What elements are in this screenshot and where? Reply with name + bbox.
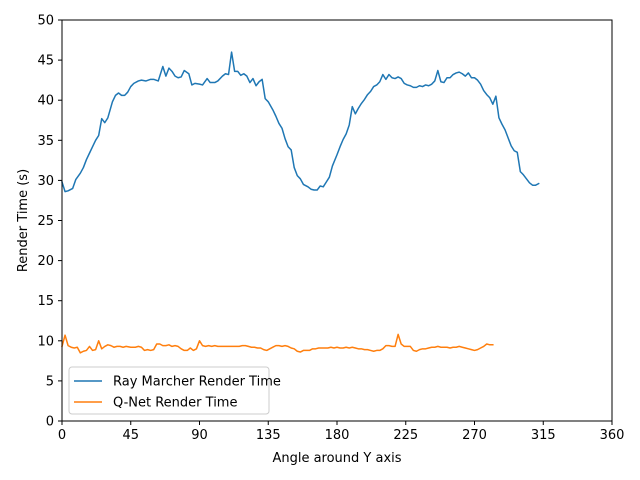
x-tick-label: 0: [58, 428, 66, 443]
y-axis-label: Render Time (s): [16, 169, 31, 272]
y-tick-label: 50: [37, 14, 54, 29]
y-tick-label: 40: [37, 94, 54, 109]
y-tick-label: 25: [37, 214, 54, 229]
x-tick-label: 180: [325, 428, 350, 443]
y-tick-label: 15: [37, 294, 54, 309]
y-tick-label: 35: [37, 134, 54, 149]
legend-label-q-net: Q-Net Render Time: [113, 396, 237, 411]
legend-label-ray-marcher: Ray Marcher Render Time: [113, 375, 281, 390]
y-axis: 0 5 10 15 20 25 30 35 40 45 50: [37, 14, 62, 430]
y-tick-label: 5: [46, 374, 54, 389]
x-tick-label: 225: [393, 428, 418, 443]
x-tick-label: 360: [600, 428, 625, 443]
x-axis: 0 45 90 135 180 225 270 315 360: [58, 421, 625, 443]
series-layer: [61, 51, 540, 354]
y-tick-label: 30: [37, 174, 54, 189]
series-line-ray-marcher: [61, 51, 540, 193]
x-tick-label: 45: [122, 428, 139, 443]
x-tick-label: 270: [462, 428, 487, 443]
y-tick-label: 45: [37, 54, 54, 69]
legend-box: [68, 366, 270, 415]
x-axis-label: Angle around Y axis: [272, 451, 401, 466]
x-tick-label: 315: [531, 428, 556, 443]
series-line-q-net: [61, 333, 494, 354]
x-tick-label: 90: [191, 428, 208, 443]
y-tick-label: 10: [37, 334, 54, 349]
x-tick-label: 135: [256, 428, 281, 443]
y-tick-label: 20: [37, 254, 54, 269]
y-tick-label: 0: [46, 415, 54, 430]
legend: Ray Marcher Render Time Q-Net Render Tim…: [68, 366, 281, 415]
